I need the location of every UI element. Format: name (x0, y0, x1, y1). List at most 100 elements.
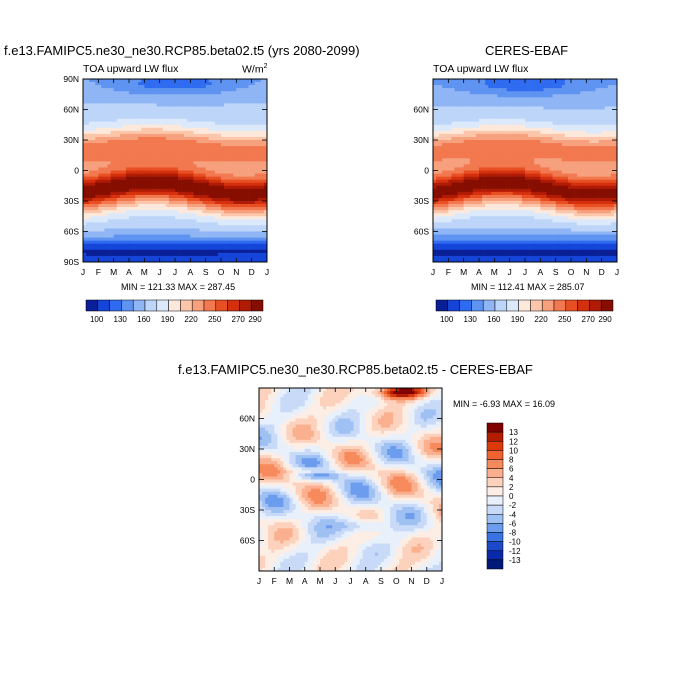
field-cell (503, 85, 507, 89)
field-cell (196, 146, 200, 150)
field-cell (129, 115, 133, 119)
field-cell (214, 176, 219, 180)
field-cell (257, 194, 262, 199)
field-cell (95, 82, 99, 86)
field-cell (196, 170, 200, 174)
field-cell (521, 143, 526, 147)
field-cell (162, 228, 167, 232)
field-cell (469, 133, 474, 138)
field-cell (254, 167, 259, 171)
field-cell (193, 243, 197, 248)
field-cell (254, 100, 259, 104)
field-cell (525, 97, 529, 101)
panel1-colorbar-swatch (132, 299, 146, 312)
field-cell (98, 228, 102, 232)
field-cell (263, 179, 268, 183)
field-cell (506, 130, 510, 135)
field-cell (488, 140, 492, 144)
field-cell (469, 106, 474, 110)
field-cell (543, 88, 547, 92)
field-cell (196, 143, 200, 147)
field-cell (162, 100, 167, 104)
field-cell (445, 121, 449, 126)
field-cell (107, 225, 111, 229)
field-cell (205, 140, 210, 144)
field-cell (457, 143, 461, 147)
field-cell (159, 112, 164, 116)
field-cell (107, 258, 111, 263)
field-cell (168, 179, 173, 183)
field-cell (132, 201, 136, 205)
field-cell (193, 136, 197, 141)
field-cell (555, 133, 560, 138)
field-cell (445, 106, 449, 110)
field-cell (214, 140, 219, 144)
field-cell (457, 130, 461, 135)
field-cell (116, 228, 121, 232)
field-cell (442, 115, 446, 119)
field-cell (577, 121, 581, 126)
field-cell (260, 127, 265, 132)
field-cell (147, 225, 151, 229)
field-cell (168, 170, 173, 174)
field-cell (98, 118, 102, 122)
field-cell (592, 124, 596, 129)
field-cell (583, 140, 587, 144)
field-cell (561, 103, 566, 107)
field-cell (230, 121, 234, 126)
field-cell (552, 82, 556, 86)
field-cell (221, 240, 225, 244)
field-cell (175, 191, 179, 196)
field-cell (534, 97, 538, 101)
field-cell (224, 240, 228, 244)
field-cell (205, 240, 210, 244)
field-cell (175, 231, 179, 235)
field-cell (147, 118, 151, 122)
field-cell (138, 228, 142, 232)
field-cell (506, 94, 510, 98)
field-cell (263, 79, 268, 83)
field-cell (463, 130, 468, 135)
field-cell (531, 118, 535, 122)
field-cell (205, 204, 210, 208)
field-cell (178, 149, 182, 153)
field-cell (534, 91, 538, 95)
field-cell (503, 121, 507, 126)
field-cell (245, 222, 249, 226)
field-cell (147, 197, 151, 202)
field-cell (442, 91, 446, 95)
field-cell (248, 121, 252, 126)
field-cell (263, 161, 268, 165)
field-cell (561, 79, 566, 83)
field-cell (230, 109, 234, 113)
field-cell (138, 246, 142, 251)
field-cell (159, 115, 164, 119)
field-cell (248, 152, 252, 156)
field-cell (132, 179, 136, 183)
field-cell (254, 124, 259, 129)
field-cell (181, 133, 185, 138)
field-cell (251, 121, 256, 126)
field-cell (227, 143, 231, 147)
field-cell (168, 255, 173, 260)
field-cell (98, 106, 102, 110)
field-cell (518, 136, 523, 141)
field-cell (159, 185, 164, 190)
field-cell (86, 152, 90, 156)
field-cell (598, 136, 602, 141)
field-cell (199, 176, 203, 180)
field-cell (196, 194, 200, 199)
field-cell (558, 94, 563, 98)
field-cell (178, 213, 182, 217)
field-cell (260, 164, 265, 168)
field-cell (475, 121, 480, 126)
field-cell (199, 194, 203, 199)
panel1-x-tick-label: M (110, 267, 117, 277)
field-cell (147, 210, 151, 214)
field-cell (221, 173, 225, 177)
field-cell (227, 79, 231, 83)
field-cell (95, 161, 99, 165)
field-cell (116, 246, 121, 251)
field-cell (224, 219, 228, 223)
field-cell (263, 106, 268, 110)
